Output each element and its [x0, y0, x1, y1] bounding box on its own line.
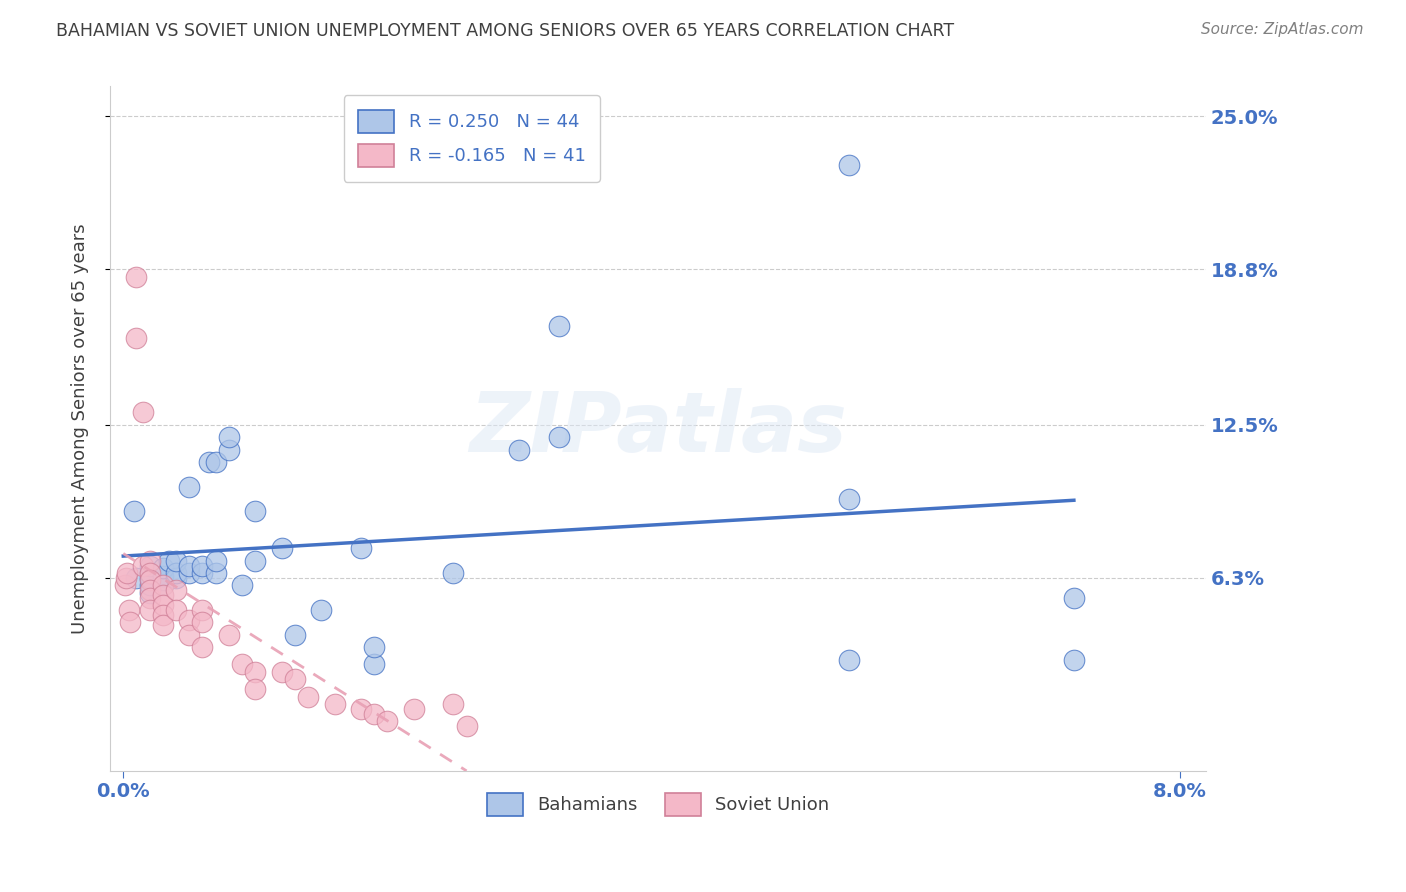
Point [508, 442, 530, 457]
Point [179, 628, 201, 642]
Point [218, 442, 240, 457]
Point [191, 558, 214, 573]
Point [138, 578, 160, 592]
Point [179, 613, 201, 627]
Point [350, 541, 373, 556]
Point [456, 719, 478, 733]
Point [152, 588, 174, 602]
Point [363, 706, 385, 721]
Point [375, 714, 398, 729]
Point [179, 558, 201, 573]
Point [179, 566, 201, 580]
Point [125, 269, 148, 284]
Point [118, 615, 141, 630]
Point [138, 583, 160, 598]
Point [231, 657, 253, 672]
Point [117, 603, 139, 617]
Point [245, 554, 267, 568]
Legend: Bahamians, Soviet Union: Bahamians, Soviet Union [479, 786, 837, 823]
Point [152, 568, 174, 582]
Point [152, 574, 174, 588]
Point [1063, 591, 1085, 605]
Point [838, 491, 860, 506]
Point [191, 566, 214, 580]
Point [191, 640, 214, 655]
Point [165, 583, 187, 598]
Point [138, 574, 160, 588]
Point [402, 702, 425, 716]
Point [165, 566, 187, 580]
Point [114, 578, 136, 592]
Point [152, 578, 174, 592]
Point [138, 586, 160, 600]
Point [138, 571, 160, 585]
Point [270, 541, 292, 556]
Point [138, 558, 160, 573]
Point [204, 554, 226, 568]
Point [204, 455, 226, 469]
Point [165, 603, 187, 617]
Point [350, 702, 373, 716]
Point [441, 697, 464, 711]
Point [132, 405, 155, 419]
Point [548, 430, 571, 444]
Point [179, 479, 201, 493]
Point [838, 652, 860, 666]
Point [204, 566, 226, 580]
Point [165, 554, 187, 568]
Point [284, 628, 307, 642]
Point [152, 578, 174, 592]
Point [138, 554, 160, 568]
Point [245, 682, 267, 697]
Point [152, 608, 174, 623]
Point [311, 603, 333, 617]
Point [138, 591, 160, 605]
Point [125, 571, 148, 585]
Point [218, 430, 240, 444]
Point [838, 158, 860, 172]
Point [218, 628, 240, 642]
Point [441, 566, 464, 580]
Point [125, 331, 148, 345]
Point [191, 603, 214, 617]
Text: BAHAMIAN VS SOVIET UNION UNEMPLOYMENT AMONG SENIORS OVER 65 YEARS CORRELATION CH: BAHAMIAN VS SOVIET UNION UNEMPLOYMENT AM… [56, 22, 955, 40]
Point [122, 504, 145, 518]
Point [115, 566, 138, 580]
Point [231, 578, 253, 592]
Point [323, 697, 346, 711]
Point [245, 504, 267, 518]
Point [165, 571, 187, 585]
Point [245, 665, 267, 679]
Point [1063, 652, 1085, 666]
Point [297, 690, 319, 704]
Point [152, 598, 174, 612]
Point [548, 318, 571, 333]
Point [138, 603, 160, 617]
Point [198, 455, 221, 469]
Point [270, 665, 292, 679]
Y-axis label: Unemployment Among Seniors over 65 years: Unemployment Among Seniors over 65 years [72, 223, 89, 634]
Text: Source: ZipAtlas.com: Source: ZipAtlas.com [1201, 22, 1364, 37]
Point [152, 618, 174, 632]
Point [152, 561, 174, 575]
Point [138, 566, 160, 580]
Point [284, 673, 307, 687]
Point [159, 554, 181, 568]
Point [138, 566, 160, 580]
Point [132, 558, 155, 573]
Point [191, 615, 214, 630]
Point [363, 657, 385, 672]
Point [115, 571, 138, 585]
Point [363, 640, 385, 655]
Text: ZIPatlas: ZIPatlas [470, 388, 846, 469]
